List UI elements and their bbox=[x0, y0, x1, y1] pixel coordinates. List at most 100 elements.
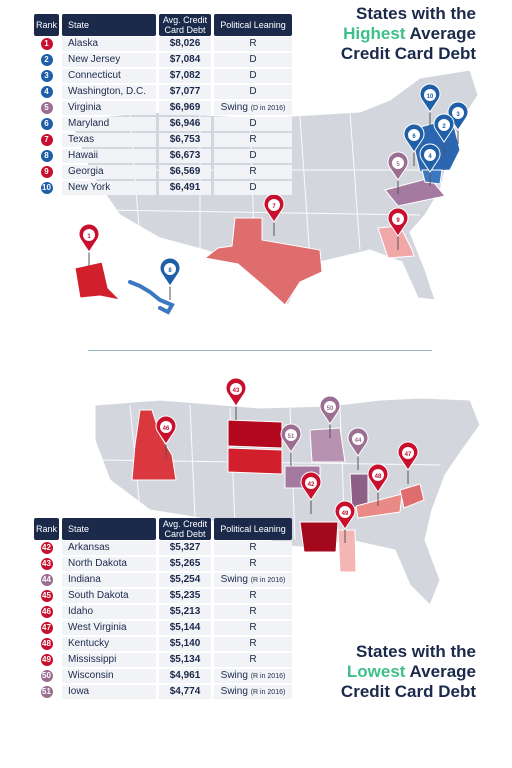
top-title: States with the Highest Average Credit C… bbox=[341, 4, 476, 64]
bottom-table-rows: 42 Arkansas $5,327 R 43 North Dakota $5,265 R 44… bbox=[34, 540, 295, 700]
header-lean: Political Leaning bbox=[214, 14, 292, 36]
bottom-title-line2: Lowest Average bbox=[341, 662, 476, 682]
lean-cell: R bbox=[214, 653, 292, 667]
state-cell: Virginia bbox=[62, 101, 156, 115]
lean-value: R bbox=[249, 590, 257, 601]
top-title-line2: Highest Average bbox=[341, 24, 476, 44]
bottom-pins: 43 46 50 51 44 47 48 42 49 bbox=[155, 377, 419, 543]
debt-cell: $6,969 bbox=[159, 101, 211, 115]
table-row: 50 Wisconsin $4,961 Swing (R in 2016) bbox=[34, 668, 295, 684]
pin-rank-label: 6 bbox=[412, 134, 416, 140]
lean-value: R bbox=[249, 542, 257, 553]
rank-cell: 2 bbox=[34, 53, 59, 67]
rank-cell: 51 bbox=[34, 685, 59, 699]
bottom-title-line3: Credit Card Debt bbox=[340, 682, 476, 701]
pin-center bbox=[305, 477, 317, 489]
rank-cell: 6 bbox=[34, 117, 59, 131]
debt-cell: $6,673 bbox=[159, 149, 211, 163]
lean-cell: D bbox=[214, 85, 292, 99]
pin-center bbox=[438, 119, 450, 131]
rank-badge: 2 bbox=[40, 54, 53, 66]
debt-cell: $6,569 bbox=[159, 165, 211, 179]
rank-cell: 3 bbox=[34, 69, 59, 83]
bottom-title-line2-rest: Average bbox=[405, 662, 476, 681]
table-header: Rank State Avg. Credit Card Debt Politic… bbox=[34, 518, 295, 540]
state-cell: Indiana bbox=[62, 573, 156, 587]
pin-center bbox=[339, 506, 351, 518]
state-cell: Hawaii bbox=[62, 149, 156, 163]
pin-center bbox=[408, 129, 420, 141]
hawaii-shape bbox=[128, 280, 175, 315]
state-cell: Washington, D.C. bbox=[62, 85, 156, 99]
rank-cell: 49 bbox=[34, 653, 59, 667]
rank-badge: 5 bbox=[40, 102, 53, 114]
pin-center bbox=[372, 469, 384, 481]
rank-cell: 7 bbox=[34, 133, 59, 147]
pin-rank-label: 9 bbox=[396, 218, 400, 224]
kentucky-shape bbox=[355, 493, 403, 519]
pin-rank-label: 5 bbox=[396, 162, 400, 168]
table-row: 8 Hawaii $6,673 D bbox=[34, 148, 295, 164]
pin-center bbox=[452, 107, 464, 119]
lean-value: D bbox=[249, 54, 257, 65]
state-cell: Idaho bbox=[62, 605, 156, 619]
debt-cell: $5,235 bbox=[159, 589, 211, 603]
rank-badge: 45 bbox=[40, 590, 53, 602]
rank-cell: 47 bbox=[34, 621, 59, 635]
lean-value: R bbox=[249, 622, 257, 633]
section-divider bbox=[88, 350, 432, 351]
pin-center bbox=[402, 447, 414, 459]
pin-rank-label: 10 bbox=[427, 94, 434, 100]
lean-note: (R in 2016) bbox=[250, 689, 286, 696]
table-row: 1 Alaska $8,026 R bbox=[34, 36, 295, 52]
lean-cell: D bbox=[214, 69, 292, 83]
rank-badge: 42 bbox=[40, 542, 53, 554]
pin-rank-label: 46 bbox=[163, 426, 170, 432]
rank-cell: 42 bbox=[34, 541, 59, 555]
lean-note: (D in 2016) bbox=[250, 105, 286, 112]
lean-cell: Swing (R in 2016) bbox=[214, 573, 292, 587]
rank-cell: 8 bbox=[34, 149, 59, 163]
table-row: 6 Maryland $6,946 D bbox=[34, 116, 295, 132]
table-row: 2 New Jersey $7,084 D bbox=[34, 52, 295, 68]
rank-cell: 1 bbox=[34, 37, 59, 51]
state-cell: New Jersey bbox=[62, 53, 156, 67]
pin-rank-label: 3 bbox=[456, 112, 460, 118]
table-row: 42 Arkansas $5,327 R bbox=[34, 540, 295, 556]
lean-cell: Swing (R in 2016) bbox=[214, 685, 292, 699]
rank-badge: 9 bbox=[40, 166, 53, 178]
pin-rank-label: 48 bbox=[375, 474, 382, 480]
lean-cell: R bbox=[214, 557, 292, 571]
north-dakota-shape bbox=[227, 419, 283, 449]
debt-cell: $5,134 bbox=[159, 653, 211, 667]
state-cell: Wisconsin bbox=[62, 669, 156, 683]
lean-value: R bbox=[249, 134, 257, 145]
south-dakota-shape bbox=[227, 447, 283, 475]
top-title-line3: Credit Card Debt bbox=[340, 44, 476, 63]
arkansas-shape bbox=[299, 521, 339, 553]
table-row: 48 Kentucky $5,140 R bbox=[34, 636, 295, 652]
rank-badge: 1 bbox=[40, 38, 53, 50]
pin-rank-label: 51 bbox=[288, 434, 295, 440]
lean-cell: R bbox=[214, 589, 292, 603]
top-table: Rank State Avg. Credit Card Debt Politic… bbox=[34, 14, 295, 196]
lean-note: (R in 2016) bbox=[250, 577, 286, 584]
state-cell: Alaska bbox=[62, 37, 156, 51]
debt-cell: $5,265 bbox=[159, 557, 211, 571]
pin-rank-label: 50 bbox=[327, 406, 334, 412]
lean-value: D bbox=[249, 118, 257, 129]
debt-cell: $7,077 bbox=[159, 85, 211, 99]
debt-cell: $6,946 bbox=[159, 117, 211, 131]
top-title-line1: States with the bbox=[356, 4, 476, 23]
rank-badge: 6 bbox=[40, 118, 53, 130]
wisconsin-shape bbox=[309, 427, 346, 463]
table-row: 45 South Dakota $5,235 R bbox=[34, 588, 295, 604]
lean-cell: D bbox=[214, 181, 292, 195]
pin-center bbox=[352, 433, 364, 445]
pin-rank-label: 42 bbox=[308, 482, 315, 488]
pin-center bbox=[268, 199, 280, 211]
lean-value: D bbox=[249, 182, 257, 193]
lean-cell: R bbox=[214, 133, 292, 147]
bottom-table: Rank State Avg. Credit Card Debt Politic… bbox=[34, 518, 295, 700]
lean-value: R bbox=[249, 166, 257, 177]
